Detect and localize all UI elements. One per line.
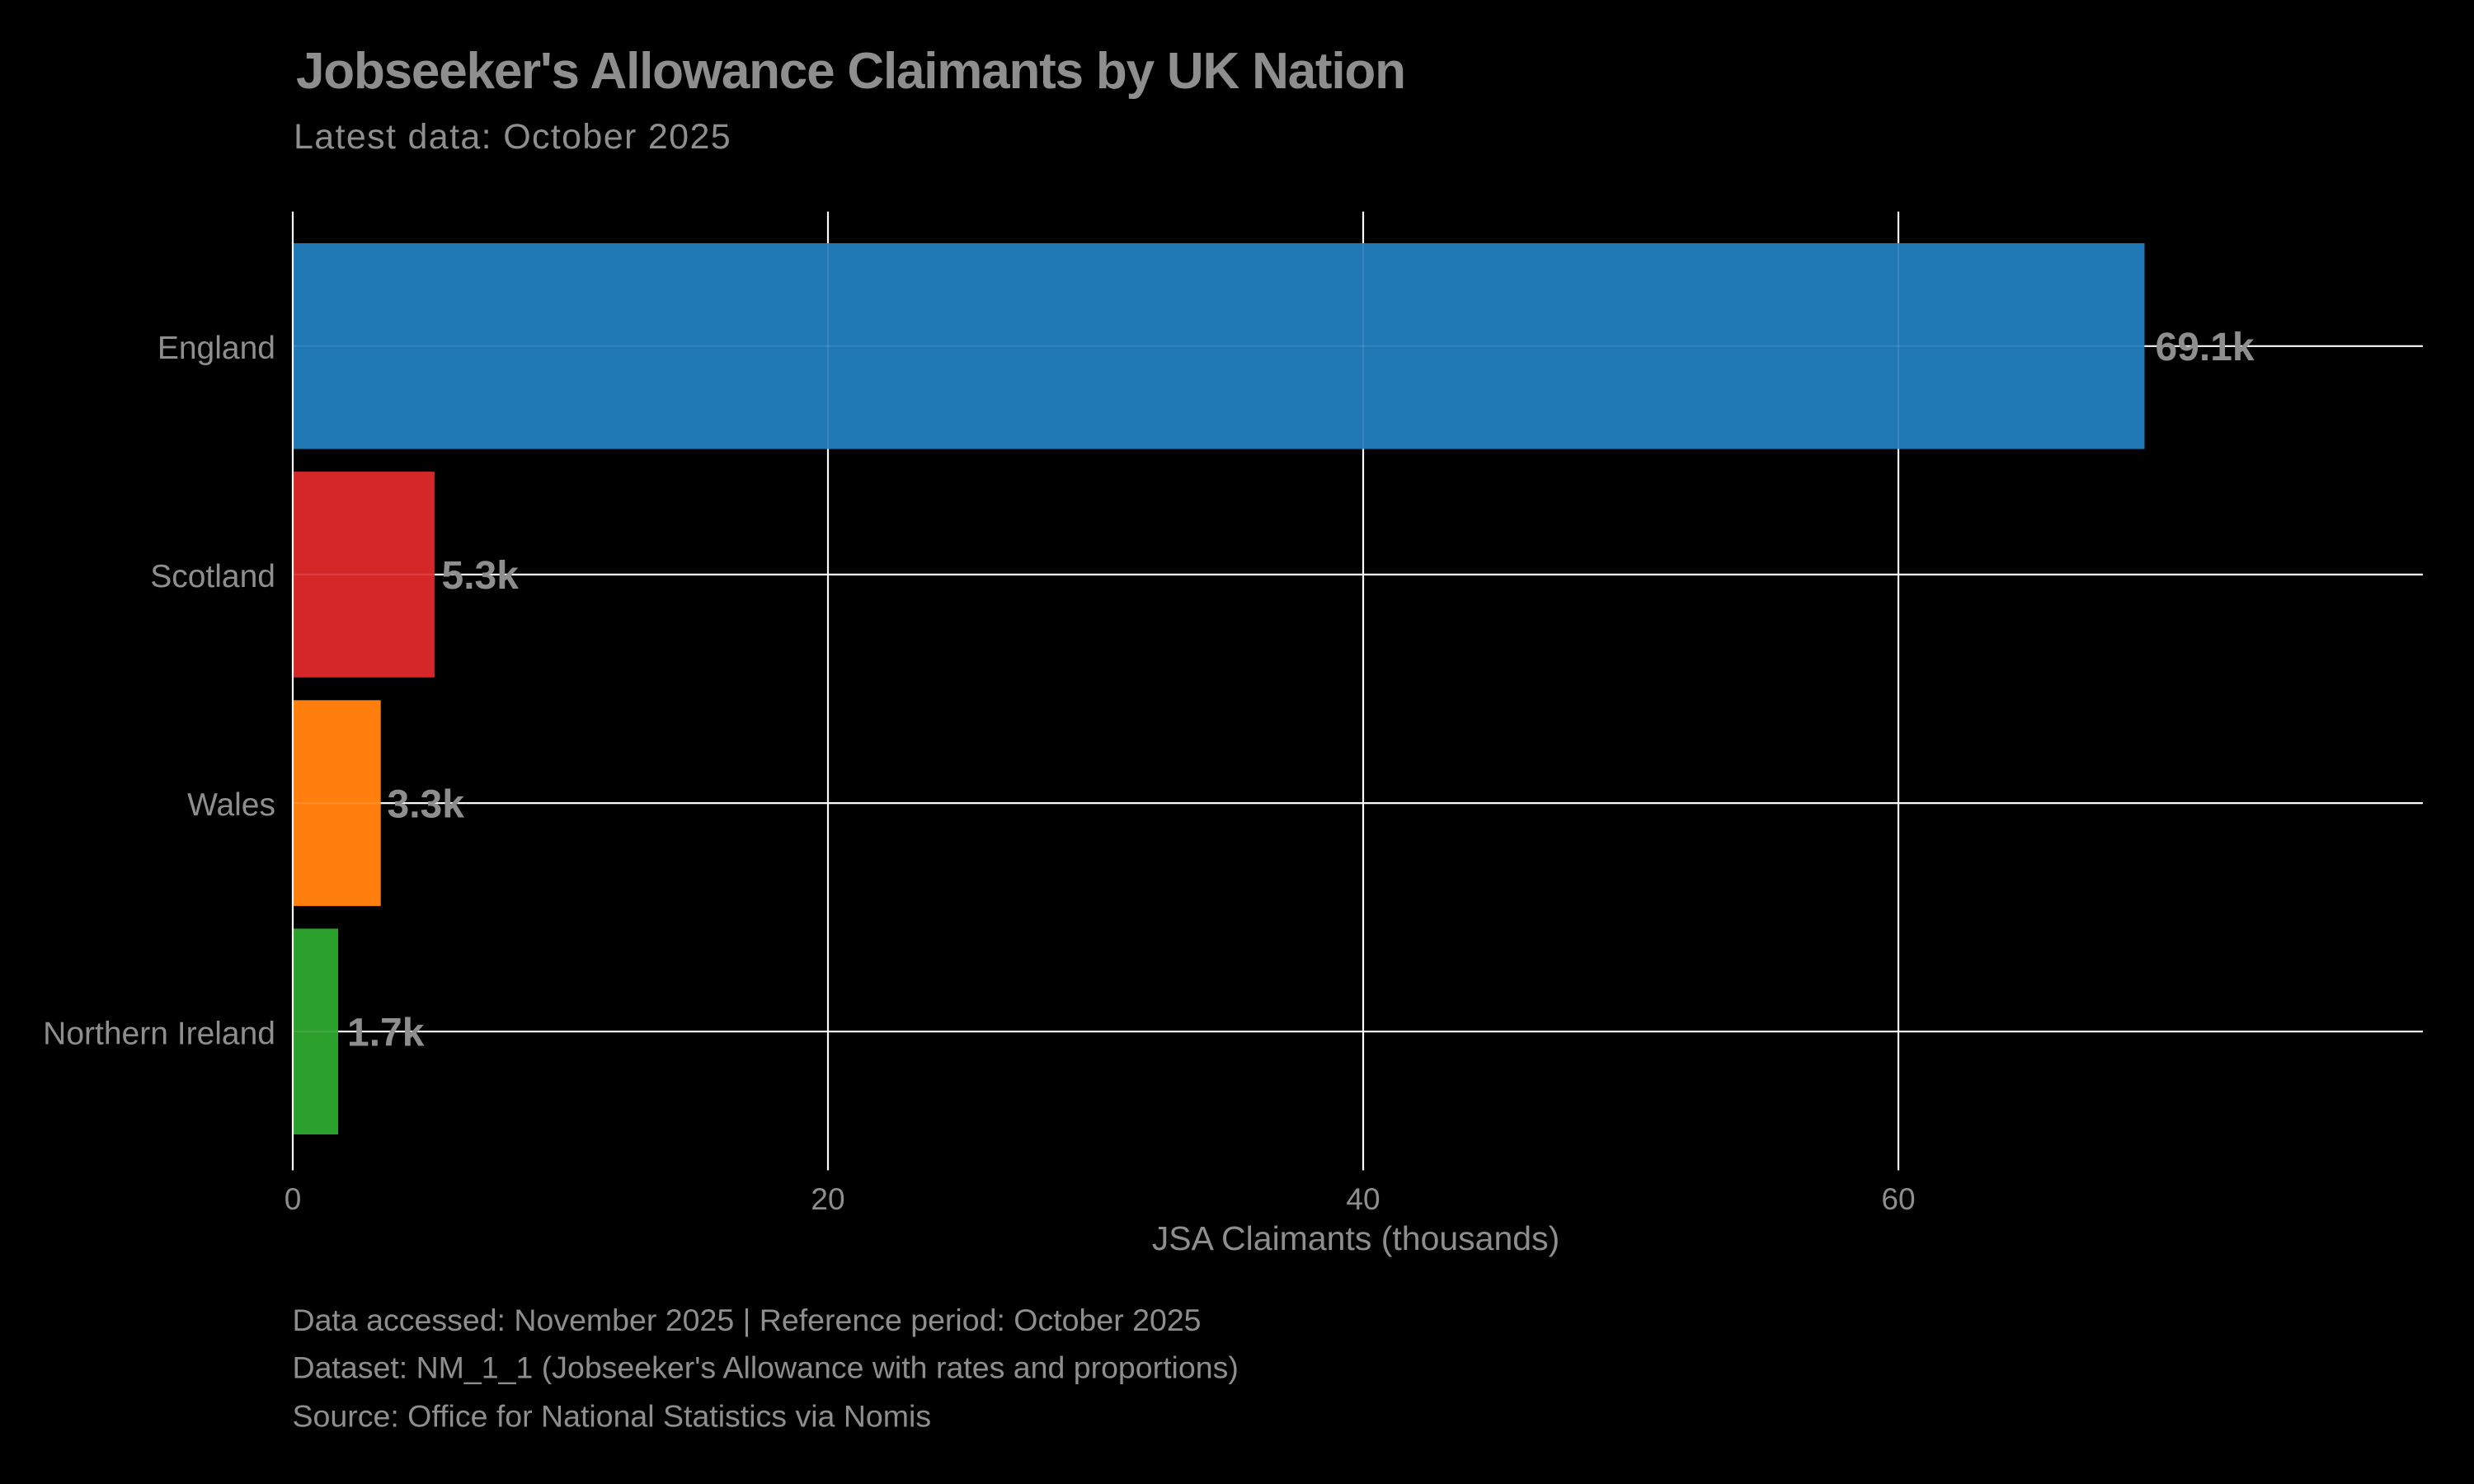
svg-text:Latest data: October 2025: Latest data: October 2025 [294, 117, 731, 157]
svg-text:Jobseeker's Allowance Claimant: Jobseeker's Allowance Claimants by UK Na… [296, 43, 1405, 100]
svg-text:Source: Office for National St: Source: Office for National Statistics v… [293, 1399, 932, 1434]
svg-text:3.3k: 3.3k [388, 782, 465, 826]
svg-text:0: 0 [285, 1182, 302, 1216]
svg-text:Data accessed: November 2025 |: Data accessed: November 2025 | Reference… [293, 1303, 1202, 1337]
svg-text:40: 40 [1346, 1182, 1380, 1216]
svg-text:1.7k: 1.7k [347, 1011, 425, 1054]
svg-text:JSA Claimants (thousands): JSA Claimants (thousands) [1152, 1219, 1560, 1257]
svg-text:60: 60 [1881, 1182, 1915, 1216]
svg-text:Scotland: Scotland [150, 559, 275, 594]
svg-text:5.3k: 5.3k [442, 554, 520, 598]
svg-text:England: England [158, 331, 275, 366]
svg-text:20: 20 [811, 1182, 844, 1216]
svg-text:Wales: Wales [187, 787, 275, 823]
svg-text:Northern Ireland: Northern Ireland [43, 1016, 275, 1051]
svg-text:69.1k: 69.1k [2156, 326, 2255, 369]
svg-text:Dataset: NM_1_1 (Jobseeker's A: Dataset: NM_1_1 (Jobseeker's Allowance w… [293, 1350, 1239, 1385]
